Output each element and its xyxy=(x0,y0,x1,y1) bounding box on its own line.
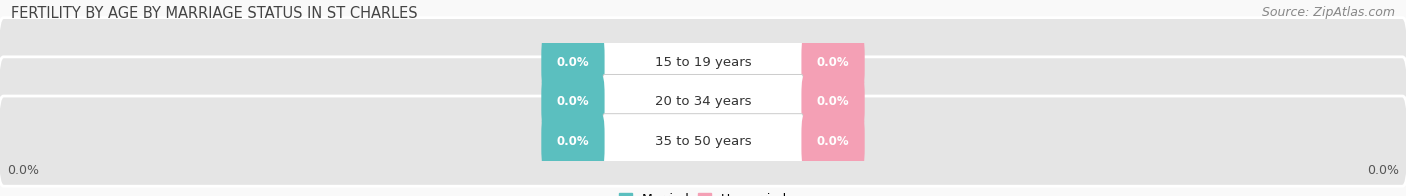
Text: 0.0%: 0.0% xyxy=(557,56,589,69)
Text: 0.0%: 0.0% xyxy=(7,164,39,177)
Text: 0.0%: 0.0% xyxy=(817,95,849,108)
FancyBboxPatch shape xyxy=(602,74,804,129)
FancyBboxPatch shape xyxy=(801,114,865,169)
Text: 35 to 50 years: 35 to 50 years xyxy=(655,135,751,148)
Text: FERTILITY BY AGE BY MARRIAGE STATUS IN ST CHARLES: FERTILITY BY AGE BY MARRIAGE STATUS IN S… xyxy=(11,6,418,21)
FancyBboxPatch shape xyxy=(801,35,865,90)
FancyBboxPatch shape xyxy=(0,18,1406,108)
Text: 0.0%: 0.0% xyxy=(1367,164,1399,177)
FancyBboxPatch shape xyxy=(801,74,865,129)
Text: 15 to 19 years: 15 to 19 years xyxy=(655,56,751,69)
Legend: Married, Unmarried: Married, Unmarried xyxy=(619,193,787,196)
Text: 20 to 34 years: 20 to 34 years xyxy=(655,95,751,108)
FancyBboxPatch shape xyxy=(602,114,804,169)
Text: Source: ZipAtlas.com: Source: ZipAtlas.com xyxy=(1261,6,1395,19)
Text: 0.0%: 0.0% xyxy=(817,56,849,69)
FancyBboxPatch shape xyxy=(0,96,1406,186)
Text: 0.0%: 0.0% xyxy=(817,135,849,148)
FancyBboxPatch shape xyxy=(541,74,605,129)
Text: 0.0%: 0.0% xyxy=(557,95,589,108)
FancyBboxPatch shape xyxy=(541,35,605,90)
Text: 0.0%: 0.0% xyxy=(557,135,589,148)
FancyBboxPatch shape xyxy=(541,114,605,169)
FancyBboxPatch shape xyxy=(0,57,1406,147)
FancyBboxPatch shape xyxy=(602,35,804,90)
